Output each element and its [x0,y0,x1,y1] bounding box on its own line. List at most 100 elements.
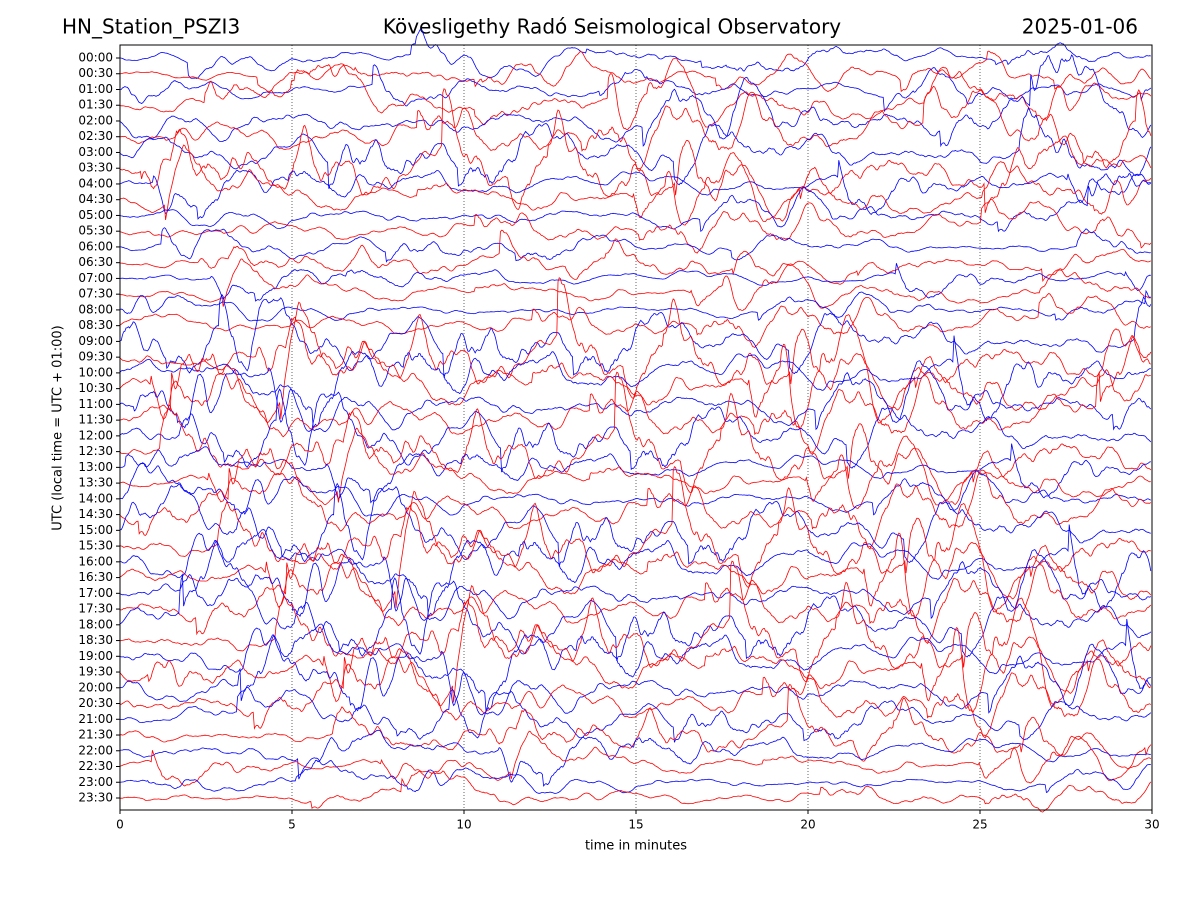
trace [119,560,1152,694]
trace [119,293,1152,378]
trace [119,360,1152,433]
y-tick-label: 04:00 [78,176,113,190]
y-tick-label: 17:30 [78,602,113,616]
trace [119,198,1152,254]
date-label: 2025-01-06 [1022,15,1138,39]
trace [119,258,1151,311]
y-tick-label: 08:00 [78,302,113,316]
trace [119,636,1152,739]
y-tick-label: 16:30 [78,570,113,584]
y-tick-label: 00:00 [78,51,113,65]
y-tick-label: 12:00 [78,428,113,442]
trace [119,524,1152,619]
y-tick-label: 14:00 [78,491,113,505]
y-tick-label: 06:30 [78,255,113,269]
y-tick-label: 01:30 [78,98,113,112]
trace [119,88,1152,222]
y-tick-label: 16:00 [78,554,113,568]
y-tick-label: 21:00 [78,712,113,726]
x-tick-label: 10 [456,818,471,832]
y-tick-label: 15:00 [78,523,113,537]
trace [119,770,1152,813]
y-tick-label: 14:30 [78,507,113,521]
trace [119,371,1152,506]
trace [119,353,1151,456]
y-tick-label: 18:30 [78,633,113,647]
y-tick-label: 03:00 [78,145,113,159]
trace [119,263,1151,302]
trace [119,50,1152,93]
trace [119,144,1152,226]
y-tick-label: 05:00 [78,208,113,222]
x-tick-label: 15 [628,818,643,832]
y-tick-label: 04:30 [78,192,113,206]
y-tick-label: 05:30 [78,224,113,238]
trace [119,466,1151,600]
trace [119,388,1152,473]
y-tick-label: 22:30 [78,759,113,773]
trace [119,85,1152,172]
x-tick-label: 20 [800,818,815,832]
y-tick-label: 03:30 [78,161,113,175]
y-tick-label: 18:00 [78,617,113,631]
y-tick-label: 19:30 [78,665,113,679]
y-tick-label: 11:30 [78,413,113,427]
trace [119,542,1152,645]
y-tick-label: 20:00 [78,680,113,694]
station-label: HN_Station_PSZI3 [62,15,240,39]
trace [119,57,1152,131]
y-tick-label: 12:30 [78,444,113,458]
y-tick-label: 00:30 [78,66,113,80]
y-tick-label: 13:30 [78,476,113,490]
y-tick-label: 23:00 [78,775,113,789]
trace [119,618,1152,713]
y-tick-label: 09:30 [78,350,113,364]
trace [119,64,1152,113]
trace [119,490,1152,618]
y-tick-label: 07:30 [78,287,113,301]
trace [119,160,1152,220]
y-tick-label: 22:00 [78,743,113,757]
trace [119,107,1152,189]
y-tick-label: 10:30 [78,381,113,395]
y-tick-label: 08:30 [78,318,113,332]
x-axis-label: time in minutes [585,839,687,854]
y-tick-label: 13:00 [78,460,113,474]
trace [119,686,1152,743]
y-tick-label: 02:00 [78,113,113,127]
y-tick-label: 02:30 [78,129,113,143]
y-tick-label: 23:30 [78,791,113,805]
trace [119,29,1151,79]
y-tick-label: 19:00 [78,649,113,663]
trace [120,482,1151,567]
y-tick-label: 01:00 [78,82,113,96]
y-tick-label: 07:00 [78,271,113,285]
y-tick-label: 09:00 [78,334,113,348]
chart-title: Kövesligethy Radó Seismological Observat… [383,15,841,39]
y-tick-label: 11:00 [78,397,113,411]
x-tick-label: 0 [116,818,124,832]
trace [119,54,1152,148]
trace [119,729,1151,787]
y-tick-label: 20:30 [78,696,113,710]
trace [119,447,1152,550]
trace [119,627,1151,716]
trace [119,277,1152,411]
y-axis-label: UTC (local time = UTC + 01:00) [51,325,66,530]
trace [119,229,1152,285]
y-tick-label: 17:00 [78,586,113,600]
trace [119,730,1152,787]
y-tick-label: 10:00 [78,365,113,379]
trace [119,585,1152,713]
y-tick-label: 21:30 [78,728,113,742]
trace [119,573,1152,662]
y-tick-label: 15:30 [78,539,113,553]
trace [119,757,1151,794]
trace [119,172,1151,233]
y-tick-label: 06:00 [78,239,113,253]
x-tick-label: 5 [288,818,296,832]
trace [119,289,1151,322]
trace [119,443,1151,504]
trace [119,301,1152,430]
